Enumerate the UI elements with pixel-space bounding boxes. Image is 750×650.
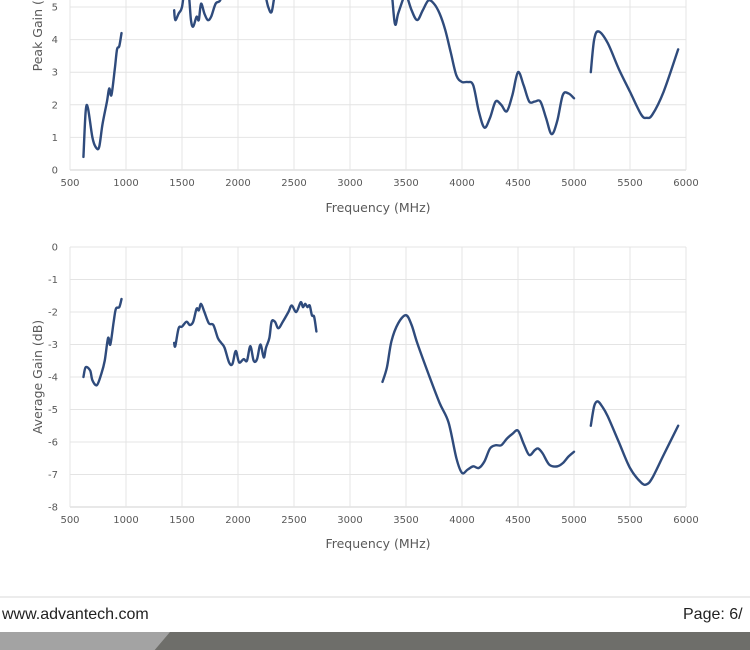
x-tick-label: 3000 <box>337 178 362 189</box>
x-tick-label: 5500 <box>617 178 642 189</box>
y-tick-label: -1 <box>48 275 58 286</box>
x-tick-label: 3000 <box>337 515 362 526</box>
x-axis-title: Frequency (MHz) <box>325 200 430 215</box>
x-tick-label: 5000 <box>561 178 586 189</box>
y-tick-label: 1 <box>52 133 58 144</box>
y-tick-label: 2 <box>52 100 58 111</box>
x-tick-label: 500 <box>60 178 79 189</box>
series-line-segment <box>381 314 576 475</box>
series-line-segment <box>82 31 123 159</box>
series-line-segment <box>172 0 276 28</box>
x-tick-label: 1500 <box>169 178 194 189</box>
series-line-segment <box>391 0 576 136</box>
y-tick-label: -5 <box>48 405 58 416</box>
footer-website[interactable]: www.advantech.com <box>2 606 149 623</box>
series-line-segment <box>82 297 123 387</box>
x-tick-label: 2000 <box>225 178 250 189</box>
x-tick-label: 500 <box>60 515 79 526</box>
x-tick-label: 3500 <box>393 178 418 189</box>
y-tick-label: -2 <box>48 308 58 319</box>
y-tick-label: 0 <box>52 243 58 254</box>
y-axis-title: Average Gain (dB) <box>30 320 45 434</box>
x-tick-label: 2500 <box>281 515 306 526</box>
y-tick-label: -8 <box>48 503 58 514</box>
x-tick-label: 6000 <box>673 178 698 189</box>
x-tick-label: 4500 <box>505 515 530 526</box>
footer-bar <box>0 632 750 650</box>
x-tick-label: 6000 <box>673 515 698 526</box>
x-tick-label: 1000 <box>113 178 138 189</box>
y-tick-label: -6 <box>48 438 58 449</box>
x-tick-label: 5000 <box>561 515 586 526</box>
x-tick-label: 4000 <box>449 178 474 189</box>
y-tick-label: 0 <box>52 166 58 177</box>
series-line-segment <box>172 301 318 367</box>
footer-page-number: Page: 6/ <box>683 606 743 623</box>
series-line-segment <box>589 30 680 120</box>
y-tick-label: -4 <box>48 373 58 384</box>
footer-bar-accent <box>0 632 170 650</box>
x-tick-label: 4500 <box>505 178 530 189</box>
y-tick-label: -7 <box>48 470 58 481</box>
x-tick-label: 4000 <box>449 515 474 526</box>
y-tick-label: 3 <box>52 68 58 79</box>
series-line-segment <box>589 400 680 487</box>
x-tick-label: 2500 <box>281 178 306 189</box>
y-tick-label: 5 <box>52 3 58 14</box>
y-tick-label: 4 <box>52 35 58 46</box>
x-tick-label: 2000 <box>225 515 250 526</box>
x-tick-label: 5500 <box>617 515 642 526</box>
x-tick-label: 3500 <box>393 515 418 526</box>
x-tick-label: 1500 <box>169 515 194 526</box>
y-tick-label: -3 <box>48 340 58 351</box>
x-tick-label: 1000 <box>113 515 138 526</box>
y-axis-title: Peak Gain (dBi) <box>30 0 45 71</box>
footer-divider <box>0 596 750 598</box>
x-axis-title: Frequency (MHz) <box>325 536 430 551</box>
